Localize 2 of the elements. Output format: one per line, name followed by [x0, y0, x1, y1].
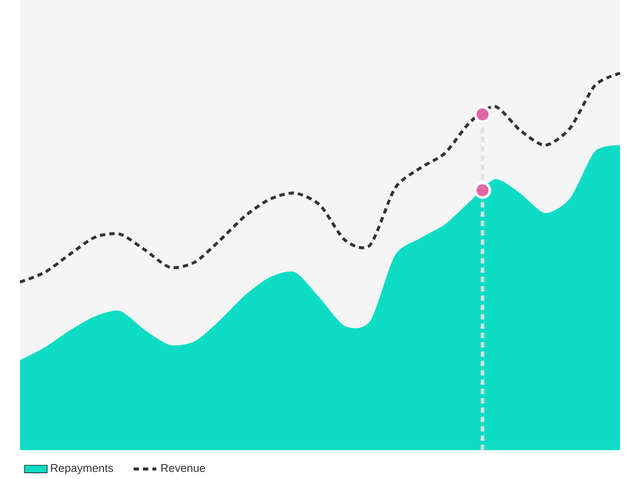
legend-label: Repayments — [51, 464, 114, 474]
legend-label: Revenue — [161, 464, 206, 472]
